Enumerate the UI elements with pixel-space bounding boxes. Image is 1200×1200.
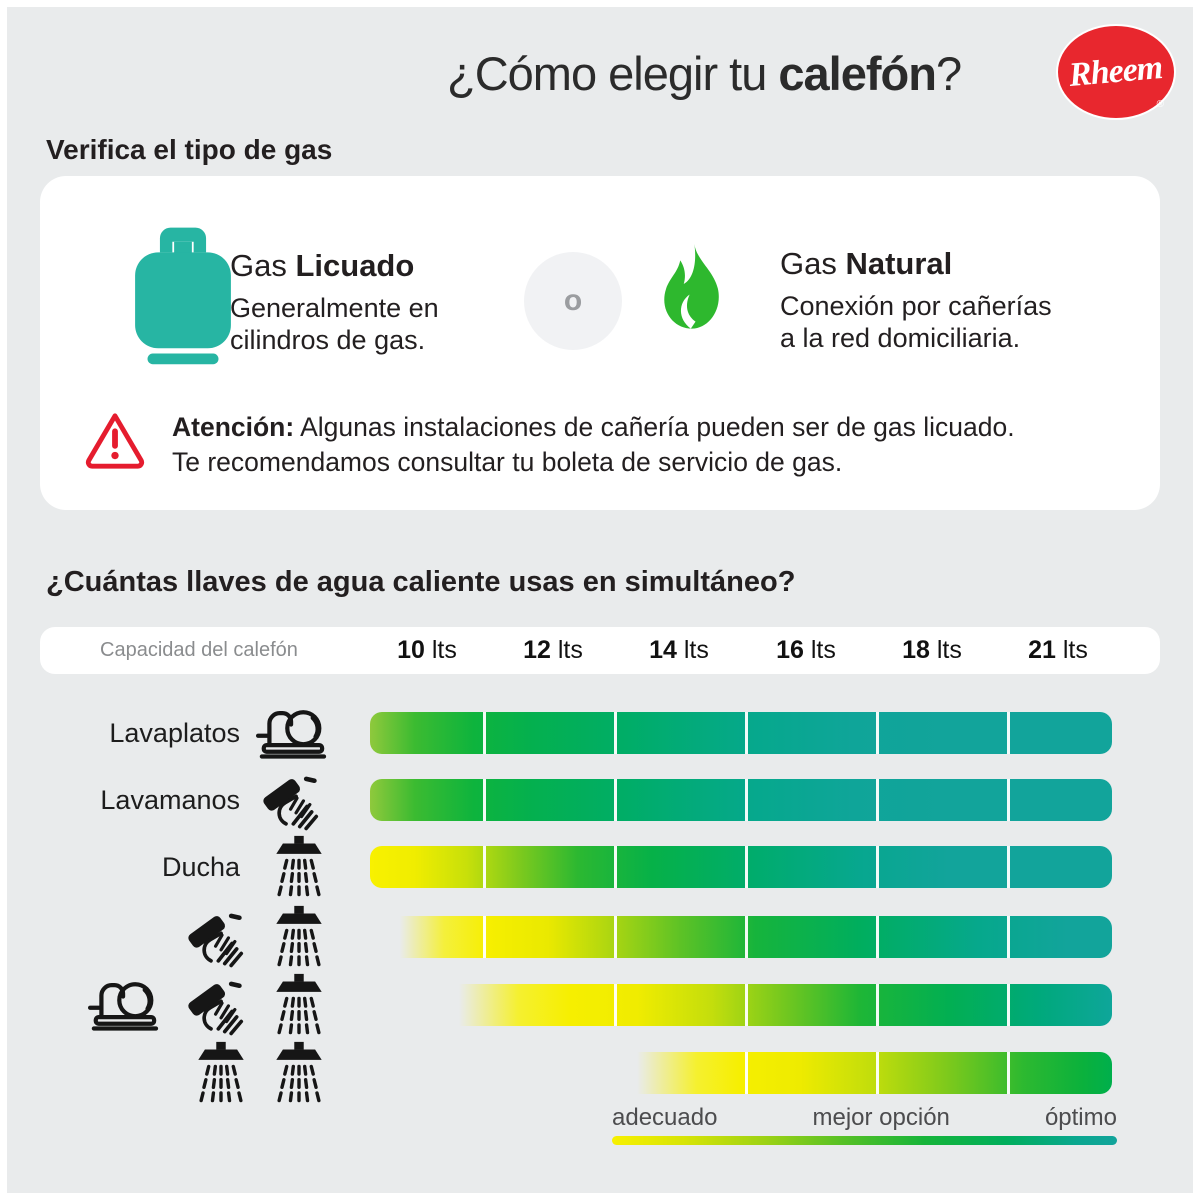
legend-label-adecuado: adecuado bbox=[612, 1104, 718, 1131]
page-title: ¿Cómo elegir tu calefón? bbox=[447, 46, 962, 101]
column-18lts: 18 lts bbox=[882, 627, 982, 674]
gas-natural-bold: Natural bbox=[845, 246, 953, 281]
or-divider: o bbox=[524, 252, 622, 350]
column-14lts: 14 lts bbox=[629, 627, 729, 674]
row-label: Ducha bbox=[161, 852, 240, 882]
chart-row-ducha-ducha bbox=[0, 1041, 1200, 1104]
chart-heading: ¿Cuántas llaves de agua caliente usas en… bbox=[46, 566, 796, 598]
chart-row-lavamanos: Lavamanos bbox=[0, 769, 1200, 831]
page-title-suffix: ? bbox=[935, 47, 962, 100]
page-title-bold: calefón bbox=[778, 47, 937, 100]
column-num: 12 bbox=[523, 636, 551, 664]
column-unit: lts bbox=[803, 636, 836, 664]
legend-label-mejor-opcion: mejor opción bbox=[812, 1104, 950, 1131]
warning-line-1: Atención: Algunas instalaciones de cañer… bbox=[172, 410, 1015, 445]
rheem-logo: Rheem ® bbox=[1058, 26, 1174, 118]
row-track bbox=[370, 1052, 1112, 1094]
registered-mark: ® bbox=[1156, 99, 1164, 110]
flame-icon bbox=[652, 238, 732, 344]
column-unit: lts bbox=[929, 636, 962, 664]
column-16lts: 16 lts bbox=[756, 627, 856, 674]
suitability-bar bbox=[370, 779, 1112, 821]
gas-natural-block: Gas Natural Conexión por cañerías a la r… bbox=[780, 248, 1052, 354]
ducha-icon bbox=[190, 1040, 252, 1110]
lavamanos-icon bbox=[260, 767, 334, 833]
gas-cylinder-icon bbox=[128, 224, 238, 366]
gas-licuado-desc-1: Generalmente en bbox=[230, 293, 439, 323]
column-12lts: 12 lts bbox=[503, 627, 603, 674]
row-label: Lavamanos bbox=[100, 785, 240, 815]
suitability-bar bbox=[370, 712, 1112, 754]
row-label: Lavaplatos bbox=[109, 718, 240, 748]
page-title-prefix: ¿Cómo elegir tu bbox=[447, 47, 779, 100]
gas-licuado-prefix: Gas bbox=[230, 248, 296, 283]
warning-text: Atención: Algunas instalaciones de cañer… bbox=[172, 410, 1015, 480]
column-unit: lts bbox=[550, 636, 583, 664]
column-unit: lts bbox=[676, 636, 709, 664]
ducha-icon bbox=[268, 1040, 330, 1110]
gas-natural-desc-2: a la red domiciliaria. bbox=[780, 323, 1021, 353]
column-num: 10 bbox=[397, 636, 425, 664]
suitability-bar bbox=[370, 916, 1112, 958]
capacity-header-bar: Capacidad del calefón 10 lts 12 lts 14 l… bbox=[40, 627, 1160, 674]
row-track bbox=[370, 984, 1112, 1026]
capacity-label: Capacidad del calefón bbox=[100, 639, 298, 661]
lavamanos-icon bbox=[185, 972, 259, 1038]
ducha-icon bbox=[268, 904, 330, 974]
gas-natural-name: Gas Natural bbox=[780, 248, 1052, 280]
legend-label-optimo: óptimo bbox=[1044, 1104, 1117, 1131]
column-unit: lts bbox=[1055, 636, 1088, 664]
lavaplatos-icon bbox=[82, 972, 166, 1036]
suitability-bar bbox=[370, 984, 1112, 1026]
gas-section-heading: Verifica el tipo de gas bbox=[46, 134, 333, 165]
gas-card bbox=[40, 176, 1160, 510]
chart-row-lavaplatos-lavamanos-ducha bbox=[0, 972, 1200, 1038]
gas-natural-desc-1: Conexión por cañerías bbox=[780, 291, 1052, 321]
column-num: 18 bbox=[902, 636, 930, 664]
chart-row-lavamanos-ducha bbox=[0, 904, 1200, 970]
gas-licuado-name: Gas Licuado bbox=[230, 250, 439, 282]
column-num: 21 bbox=[1028, 636, 1056, 664]
column-10lts: 10 lts bbox=[377, 627, 477, 674]
warning-rest: Algunas instalaciones de cañería pueden … bbox=[294, 412, 1015, 442]
column-num: 16 bbox=[776, 636, 804, 664]
column-num: 14 bbox=[649, 636, 677, 664]
row-track bbox=[370, 916, 1112, 958]
lavamanos-icon bbox=[185, 904, 259, 970]
or-divider-label: o bbox=[563, 284, 583, 317]
legend: adecuado mejor opción óptimo bbox=[612, 1104, 1117, 1132]
suitability-bar bbox=[370, 846, 1112, 888]
suitability-bar bbox=[370, 1052, 1112, 1094]
gas-natural-prefix: Gas bbox=[780, 246, 846, 281]
warning-icon bbox=[84, 408, 146, 474]
legend-gradient-bar bbox=[612, 1136, 1117, 1145]
lavaplatos-icon bbox=[250, 700, 334, 764]
gas-licuado-block: Gas Licuado Generalmente en cilindros de… bbox=[230, 250, 439, 356]
row-track bbox=[370, 712, 1112, 754]
ducha-icon bbox=[268, 834, 330, 904]
ducha-icon bbox=[268, 972, 330, 1042]
chart-row-ducha: Ducha bbox=[0, 835, 1200, 898]
row-track bbox=[370, 779, 1112, 821]
warning-line-2: Te recomendamos consultar tu boleta de s… bbox=[172, 447, 843, 477]
gas-licuado-bold: Licuado bbox=[295, 248, 415, 283]
column-unit: lts bbox=[424, 636, 457, 664]
gas-licuado-desc-2: cilindros de gas. bbox=[230, 325, 426, 355]
warning-bold: Atención: bbox=[172, 412, 295, 442]
column-21lts: 21 lts bbox=[1008, 627, 1108, 674]
rheem-logo-text: Rheem bbox=[1067, 49, 1165, 94]
chart-row-lavaplatos: Lavaplatos bbox=[0, 702, 1200, 764]
row-track bbox=[370, 846, 1112, 888]
